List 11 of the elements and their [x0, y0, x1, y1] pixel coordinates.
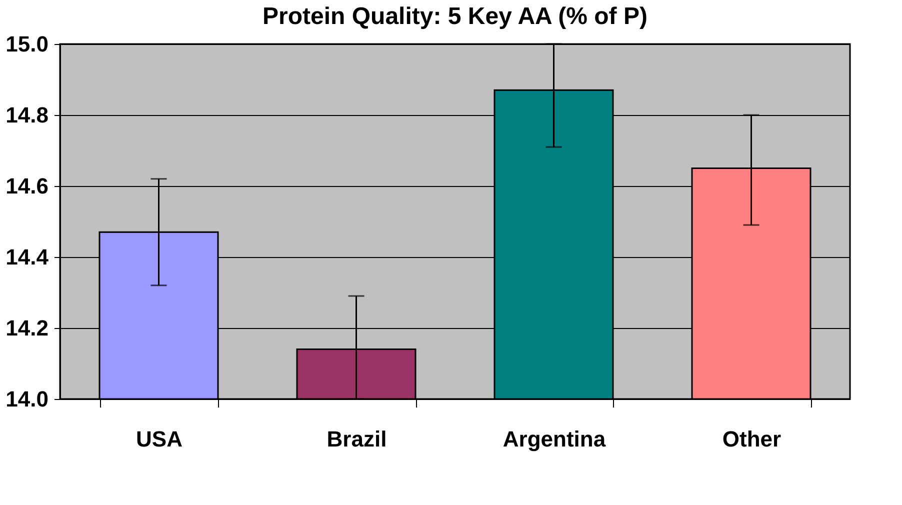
- y-tick-label: 15.0: [6, 32, 48, 56]
- y-tick-label: 14.8: [6, 102, 48, 128]
- x-tick-label: Other: [722, 426, 782, 452]
- x-tick-label: USA: [136, 426, 183, 452]
- x-tick-label: Brazil: [326, 426, 387, 452]
- y-tick-label: 14.2: [6, 316, 48, 340]
- x-tick-label: Argentina: [502, 426, 606, 452]
- y-tick-label: 14.6: [6, 174, 48, 198]
- y-tick-label: 14.4: [6, 244, 50, 270]
- y-tick-label: 14.0: [6, 386, 48, 412]
- chart-title: Protein Quality: 5 Key AA (% of P): [262, 3, 648, 30]
